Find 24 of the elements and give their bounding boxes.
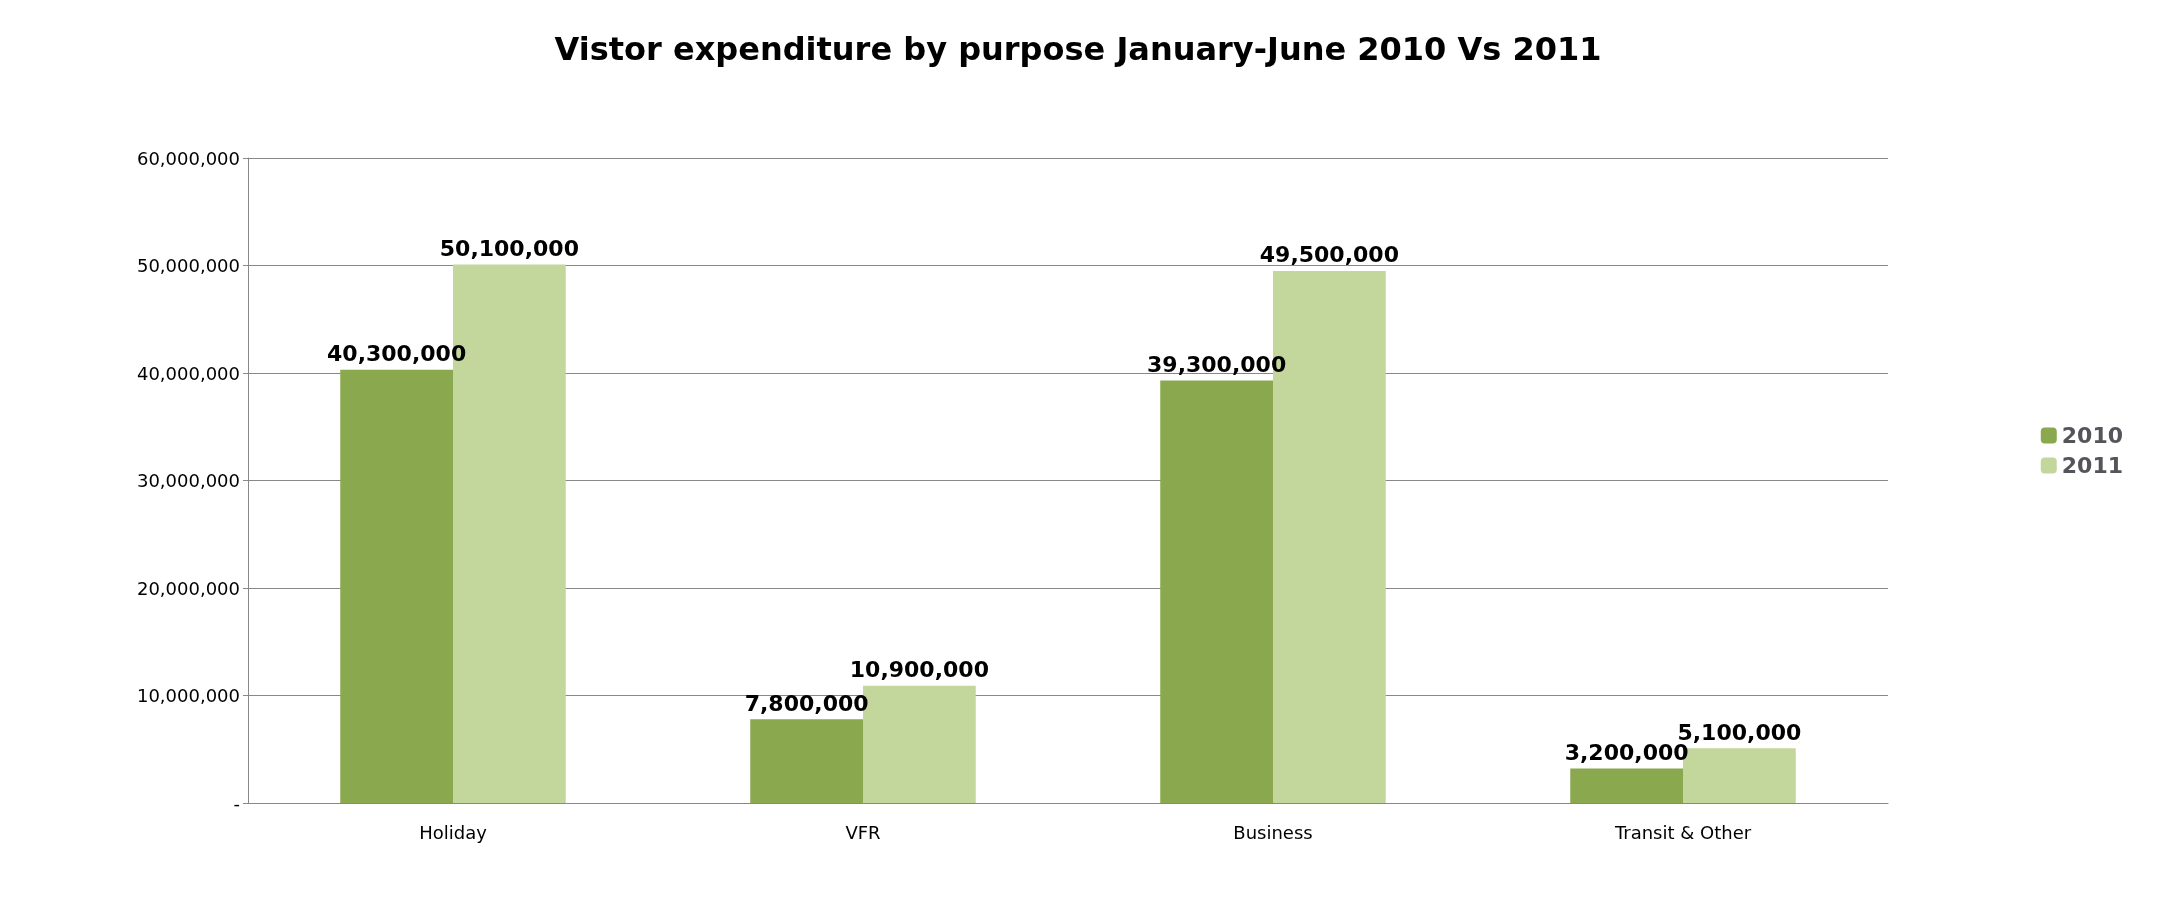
data-label: 7,800,000 — [744, 690, 869, 716]
data-label: 49,500,000 — [1259, 242, 1399, 268]
data-label: 39,300,000 — [1147, 352, 1287, 378]
y-tick-label: 20,000,000 — [136, 577, 240, 599]
chart-title: Vistor expenditure by purpose January-June 2010 Vs 2011 — [554, 30, 1602, 68]
bar — [750, 719, 863, 803]
x-tick-label: Transit & Other — [1613, 821, 1752, 843]
legend-label: 2010 — [2061, 423, 2123, 448]
y-tick-label: 30,000,000 — [136, 470, 240, 491]
bar — [1160, 380, 1273, 803]
x-tick-label: VFR — [845, 821, 881, 843]
legend-label: 2011 — [2061, 453, 2123, 478]
y-tick-label: 60,000,000 — [136, 147, 240, 169]
y-tick-label: 40,000,000 — [136, 362, 240, 384]
data-label: 40,300,000 — [327, 341, 467, 367]
bar — [1570, 768, 1683, 803]
y-tick-label: 50,000,000 — [136, 255, 240, 276]
y-tick-label: - — [233, 792, 240, 814]
x-tick-label: Holiday — [419, 821, 488, 843]
data-label: 10,900,000 — [849, 657, 989, 683]
data-label: 50,100,000 — [439, 235, 579, 261]
y-tick-label: 10,000,000 — [136, 685, 240, 706]
bar — [340, 369, 453, 803]
x-tick-label: Business — [1233, 821, 1313, 843]
